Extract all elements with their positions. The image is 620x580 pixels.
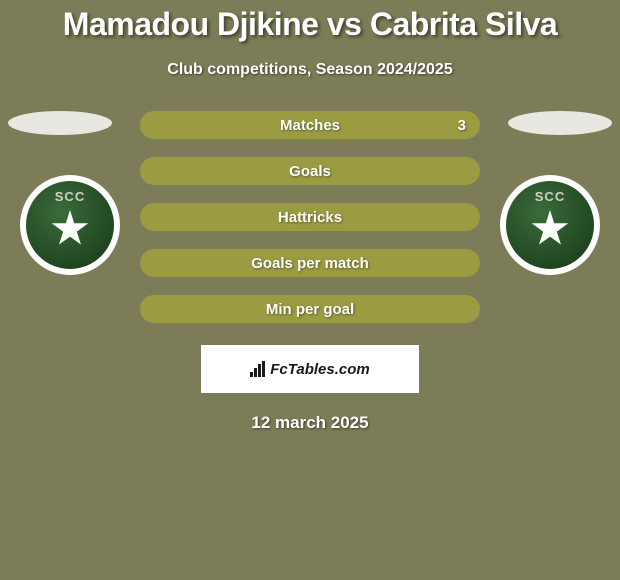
stats-list: Matches 3 Goals Hattricks Goals per matc…	[140, 111, 480, 323]
stat-label: Min per goal	[266, 301, 354, 318]
stat-value-right: 3	[458, 117, 466, 134]
badge-text-left: SCC	[55, 189, 85, 204]
chart-icon	[250, 361, 266, 377]
stat-label: Goals	[289, 163, 331, 180]
content-area: SCC SCC Matches 3 Goals Hattricks Goals …	[0, 111, 620, 433]
team-badge-left: SCC	[20, 175, 120, 275]
page-title: Mamadou Djikine vs Cabrita Silva	[0, 0, 620, 43]
subtitle: Club competitions, Season 2024/2025	[0, 61, 620, 79]
stat-row: Goals per match	[140, 249, 480, 277]
star-icon	[51, 210, 89, 248]
badge-text-right: SCC	[535, 189, 565, 204]
stat-row: Min per goal	[140, 295, 480, 323]
brand-text: FcTables.com	[270, 361, 369, 378]
star-icon	[531, 210, 569, 248]
player-ellipse-right	[508, 111, 612, 135]
brand-box[interactable]: FcTables.com	[201, 345, 419, 393]
badge-inner-right: SCC	[506, 181, 594, 269]
stat-label: Goals per match	[251, 255, 369, 272]
date-label: 12 march 2025	[0, 413, 620, 433]
brand-logo: FcTables.com	[250, 361, 369, 378]
player-ellipse-left	[8, 111, 112, 135]
stat-label: Hattricks	[278, 209, 342, 226]
stat-row: Hattricks	[140, 203, 480, 231]
stat-label: Matches	[280, 117, 340, 134]
badge-inner-left: SCC	[26, 181, 114, 269]
team-badge-right: SCC	[500, 175, 600, 275]
stat-row: Goals	[140, 157, 480, 185]
stat-row: Matches 3	[140, 111, 480, 139]
